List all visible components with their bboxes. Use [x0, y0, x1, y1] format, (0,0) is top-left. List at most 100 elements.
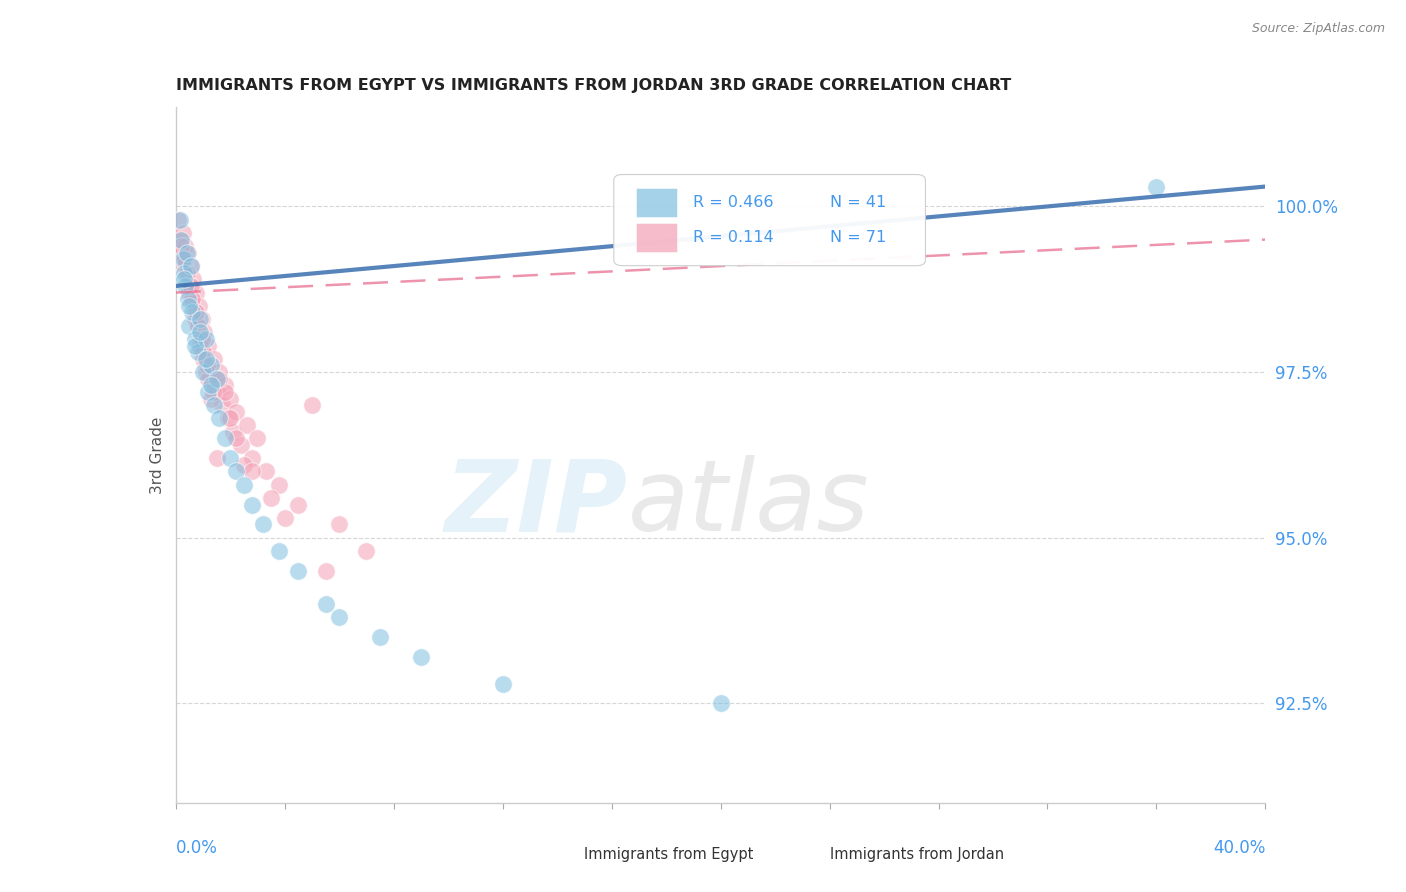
Point: [315, 564, 337, 578]
Point: [181, 305, 204, 319]
Point: [184, 332, 207, 346]
Point: [194, 359, 217, 373]
Point: [177, 292, 200, 306]
Point: [177, 245, 200, 260]
Point: [174, 239, 197, 253]
Point: [186, 305, 208, 319]
FancyBboxPatch shape: [636, 188, 678, 217]
Point: [184, 338, 207, 352]
Point: [190, 332, 212, 346]
Point: [180, 259, 202, 273]
Point: [193, 326, 215, 340]
Point: [200, 378, 222, 392]
Point: [176, 266, 198, 280]
Point: [1146, 179, 1168, 194]
Point: [208, 372, 231, 386]
Point: [186, 345, 209, 359]
Point: [222, 425, 245, 439]
Point: [200, 372, 222, 386]
Text: N = 71: N = 71: [830, 230, 886, 245]
Text: N = 41: N = 41: [830, 195, 886, 210]
Point: [169, 233, 191, 247]
Point: [269, 544, 291, 558]
Point: [191, 351, 214, 366]
Point: [173, 266, 195, 280]
Point: [208, 411, 231, 425]
Point: [710, 697, 733, 711]
Point: [214, 431, 236, 445]
Point: [217, 411, 239, 425]
Point: [356, 544, 378, 558]
Point: [197, 338, 219, 352]
Point: [181, 292, 204, 306]
Point: [240, 498, 263, 512]
Text: atlas: atlas: [628, 455, 869, 552]
Point: [172, 226, 194, 240]
Point: [174, 252, 197, 267]
Point: [208, 365, 231, 379]
Point: [188, 332, 211, 346]
FancyBboxPatch shape: [536, 844, 576, 868]
Point: [200, 359, 222, 373]
Point: [200, 392, 222, 406]
Text: Source: ZipAtlas.com: Source: ZipAtlas.com: [1251, 22, 1385, 36]
Point: [205, 384, 228, 399]
Point: [219, 392, 242, 406]
Point: [186, 318, 209, 333]
Point: [176, 266, 198, 280]
Point: [169, 212, 191, 227]
Point: [173, 272, 195, 286]
Point: [252, 517, 274, 532]
Point: [225, 431, 247, 445]
Point: [194, 351, 217, 366]
Point: [186, 318, 209, 333]
Point: [202, 351, 225, 366]
Point: [170, 239, 193, 253]
Text: R = 0.466: R = 0.466: [693, 195, 773, 210]
Point: [269, 477, 291, 491]
Text: ZIP: ZIP: [444, 455, 628, 552]
Point: [197, 384, 219, 399]
Point: [328, 517, 350, 532]
Point: [240, 451, 263, 466]
Point: [219, 411, 242, 425]
Text: IMMIGRANTS FROM EGYPT VS IMMIGRANTS FROM JORDAN 3RD GRADE CORRELATION CHART: IMMIGRANTS FROM EGYPT VS IMMIGRANTS FROM…: [176, 78, 1011, 94]
Point: [409, 650, 432, 665]
Point: [181, 292, 204, 306]
Point: [167, 212, 190, 227]
Point: [492, 676, 515, 690]
Point: [368, 630, 391, 644]
Text: Immigrants from Jordan: Immigrants from Jordan: [830, 847, 1004, 863]
Text: 0.0%: 0.0%: [176, 839, 218, 857]
Point: [191, 345, 214, 359]
Point: [190, 312, 212, 326]
Point: [274, 511, 297, 525]
Point: [174, 279, 197, 293]
Point: [179, 318, 201, 333]
Point: [170, 245, 193, 260]
Point: [179, 299, 201, 313]
Point: [225, 405, 247, 419]
FancyBboxPatch shape: [780, 844, 823, 868]
Point: [235, 418, 257, 433]
Point: [191, 345, 214, 359]
Point: [186, 285, 208, 300]
Point: [205, 372, 228, 386]
Point: [240, 465, 263, 479]
Point: [187, 299, 209, 313]
Point: [197, 372, 219, 386]
Point: [287, 498, 309, 512]
Point: [191, 365, 214, 379]
Text: 40.0%: 40.0%: [1213, 839, 1265, 857]
Point: [214, 384, 236, 399]
Point: [188, 326, 211, 340]
Point: [328, 610, 350, 624]
FancyBboxPatch shape: [614, 175, 925, 266]
Point: [214, 378, 236, 392]
Point: [246, 431, 269, 445]
Point: [180, 279, 202, 293]
Point: [205, 451, 228, 466]
Y-axis label: 3rd Grade: 3rd Grade: [149, 417, 165, 493]
Point: [179, 285, 201, 300]
Text: R = 0.114: R = 0.114: [693, 230, 775, 245]
